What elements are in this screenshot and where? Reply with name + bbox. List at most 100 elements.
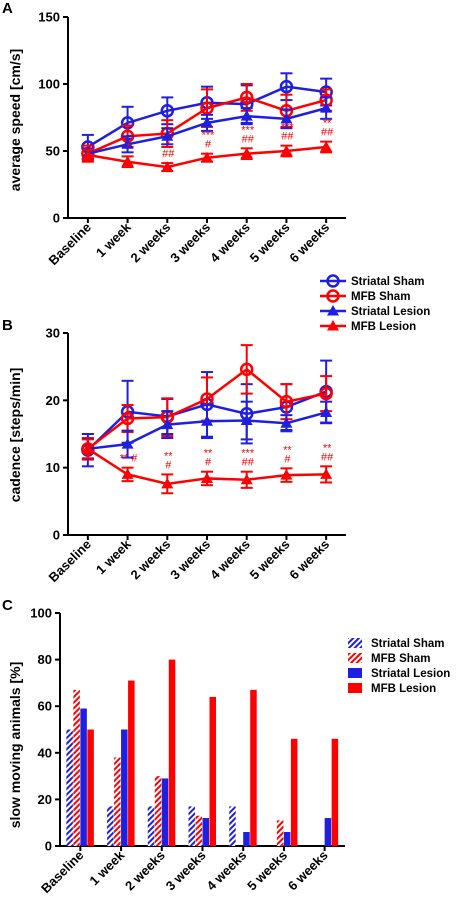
legend-label: Striatal Sham — [371, 638, 445, 650]
legend-marker — [326, 274, 340, 288]
legend-swatch — [348, 683, 362, 693]
bar — [229, 806, 236, 846]
bar — [209, 696, 216, 846]
data-point — [240, 414, 253, 426]
x-tick-label: 5 weeks — [247, 220, 293, 266]
data-point — [121, 155, 134, 167]
legend-label: MFB Sham — [371, 653, 430, 665]
legend-item-mfb-sham: MFB Sham — [348, 653, 430, 665]
bar — [161, 778, 169, 846]
data-point — [320, 468, 333, 479]
series-mfb-lesion — [81, 140, 333, 173]
x-tick-label: 6 weeks — [286, 220, 332, 266]
significance-mark: ## — [162, 148, 175, 160]
legend-item-striatal-sham: Striatal Sham — [320, 274, 425, 288]
series-mfb-sham — [73, 689, 284, 846]
data-point — [161, 477, 174, 489]
x-tick-label: 3 weeks — [167, 537, 213, 583]
data-point — [280, 469, 293, 480]
bar — [87, 729, 94, 846]
legend-item-mfb-lesion: MFB Lesion — [348, 683, 436, 695]
data-point — [201, 472, 213, 483]
data-point — [240, 110, 253, 121]
legend-label: MFB Lesion — [371, 683, 436, 695]
x-tick-label: 6 weeks — [285, 848, 331, 894]
bar — [107, 806, 114, 846]
bar — [154, 776, 162, 846]
significance-mark: ## — [242, 133, 255, 145]
bar — [283, 832, 291, 846]
data-point — [81, 149, 94, 160]
significance-mark: ## — [242, 457, 255, 469]
significance-mark: ## — [281, 131, 294, 143]
panel-a-ylabel: average speed [cm/s] — [7, 49, 23, 191]
legend-label: MFB Lesion — [351, 321, 416, 333]
x-tick-label: 5 weeks — [247, 537, 293, 583]
legend-swatch — [348, 653, 362, 663]
data-point — [121, 438, 134, 449]
legend-bar-panel: Striatal Sham MFB Sham Striatal Lesion MFB … — [348, 638, 450, 695]
bar — [66, 729, 73, 846]
bar — [331, 738, 339, 846]
data-point — [280, 417, 293, 428]
significance-mark: *** — [202, 130, 216, 142]
legend-marker — [327, 305, 339, 316]
bar — [276, 820, 284, 846]
significance-mark: ** — [204, 448, 213, 460]
data-point — [161, 418, 174, 430]
x-tick-label: Baseline — [46, 220, 94, 268]
data-point — [280, 112, 293, 124]
data-point — [320, 102, 333, 113]
significance-mark: ** — [323, 442, 332, 454]
bar — [147, 806, 155, 846]
significance-mark: # — [205, 457, 212, 469]
legend-label: MFB Sham — [351, 291, 410, 303]
data-point — [279, 79, 294, 94]
data-point — [200, 101, 214, 115]
significance-mark: *** — [241, 448, 255, 460]
bar — [121, 729, 128, 846]
x-tick-label: 2 weeks — [128, 220, 174, 266]
series-striatal-sham — [66, 729, 236, 846]
data-point — [81, 442, 94, 454]
significance-mark: ** — [323, 118, 332, 130]
panel-a-letter: A — [2, 0, 13, 17]
x-tick-label: 2 weeks — [122, 848, 168, 894]
panel-c-ylabel: slow moving animals [%] — [7, 662, 23, 828]
y-tick-label: 0 — [53, 211, 60, 226]
series-striatal-lesion — [80, 708, 332, 846]
significance-mark: ** — [283, 444, 292, 456]
legend-label: Striatal Lesion — [351, 306, 430, 318]
data-point — [201, 116, 213, 128]
legend-marker — [327, 320, 339, 331]
data-point — [120, 411, 135, 426]
data-point — [240, 147, 253, 159]
data-point — [121, 468, 134, 479]
y-tick-label: 80 — [38, 652, 52, 667]
panel-b-letter: B — [2, 317, 13, 334]
significance-mark: * — [166, 139, 171, 151]
legend-line-panels: Striatal Sham MFB Sham Striatal Lesion MFB … — [320, 274, 430, 333]
y-tick-label: 20 — [46, 393, 60, 408]
bar — [188, 806, 195, 846]
series-mfb-sham — [81, 344, 333, 461]
bar — [114, 757, 121, 846]
significance-mark: # — [205, 139, 212, 151]
y-tick-label: 0 — [45, 839, 52, 854]
data-point — [161, 161, 174, 172]
y-tick-label: 100 — [30, 606, 52, 621]
legend-item-mfb-sham: MFB Sham — [320, 289, 410, 303]
data-point — [160, 104, 175, 118]
bar — [243, 832, 250, 846]
data-point — [240, 473, 253, 485]
legend-item-striatal-lesion: Striatal Lesion — [348, 668, 450, 680]
significance-mark: *** — [281, 122, 295, 134]
legend-marker — [326, 289, 340, 303]
significance-mark: ## — [321, 127, 334, 139]
legend-label: Striatal Lesion — [371, 668, 450, 680]
x-tick-label: Baseline — [46, 537, 94, 585]
